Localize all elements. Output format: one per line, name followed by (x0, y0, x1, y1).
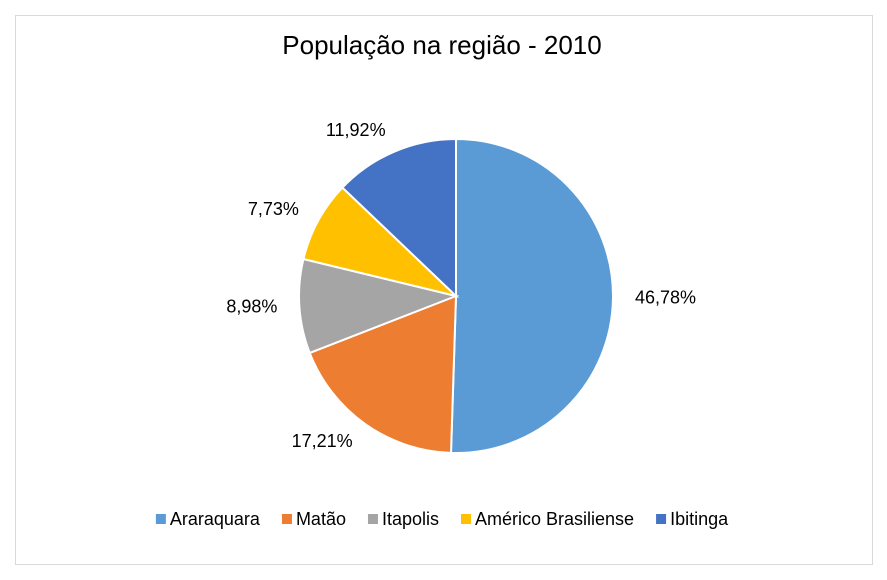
legend-swatch (281, 514, 292, 524)
data-label: 7,73% (248, 199, 299, 219)
pie-slice (298, 257, 460, 355)
legend-label: Araraquara (170, 509, 261, 529)
pie-slice (308, 294, 458, 454)
legend-label: Matão (296, 509, 346, 529)
data-label: 17,21% (292, 431, 353, 451)
pie-slice (449, 137, 614, 454)
data-label: 46,78% (635, 288, 696, 308)
legend-label: Itapolis (382, 509, 439, 529)
legend-swatch (367, 514, 378, 524)
legend-label: Américo Brasiliense (475, 509, 634, 529)
data-label: 8,98% (226, 297, 277, 317)
legend-swatch (461, 514, 472, 524)
chart-title: População na região - 2010 (282, 30, 601, 60)
pie-slice (341, 137, 457, 299)
legend-label: Ibitinga (670, 509, 729, 529)
legend-swatch (155, 514, 166, 524)
data-label: 11,92% (326, 120, 386, 140)
legend-swatch (656, 514, 667, 524)
